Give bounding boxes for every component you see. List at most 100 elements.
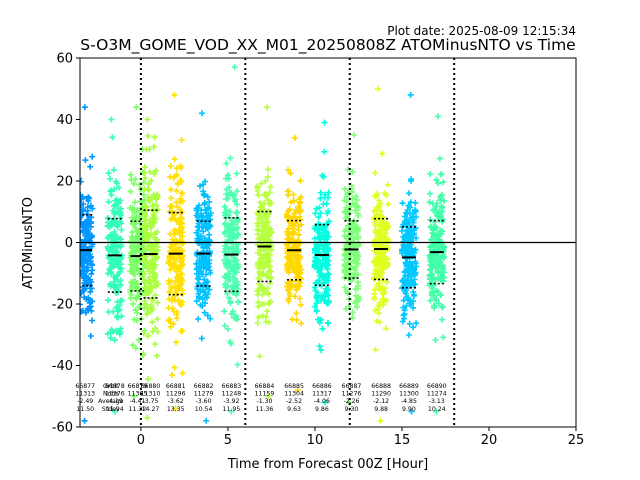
stat-nobs: 11313 bbox=[75, 391, 95, 398]
orbit-66886-markers bbox=[311, 119, 333, 406]
y-tick-label: -60 bbox=[52, 421, 73, 436]
x-tick-label: 15 bbox=[394, 433, 411, 448]
stat-row-label: Nobs bbox=[103, 391, 119, 398]
orbit-66880-markers bbox=[140, 116, 161, 421]
stat-stdev: 9.86 bbox=[315, 406, 329, 413]
stat-stdev: 9.63 bbox=[287, 406, 301, 413]
stat-nobs: 11159 bbox=[255, 391, 275, 398]
x-tick-label: 10 bbox=[307, 433, 324, 448]
stat-stdev: 10.54 bbox=[195, 406, 213, 413]
stat-orbit: 66890 bbox=[427, 383, 447, 390]
y-tick-label: 60 bbox=[56, 52, 73, 67]
stat-orbit: 66881 bbox=[166, 383, 186, 390]
orbit-66880-points bbox=[140, 116, 161, 421]
stat-orbit: 66877 bbox=[75, 383, 95, 390]
stat-nobs: 11376 bbox=[105, 391, 125, 398]
orbit-66889-points bbox=[398, 91, 420, 415]
orbit-66884-points bbox=[254, 104, 275, 400]
stat-stdev: 13.35 bbox=[167, 406, 185, 413]
stat-nobs: 11296 bbox=[166, 391, 186, 398]
y-tick-label: -40 bbox=[52, 359, 73, 374]
stat-stdev: 11.36 bbox=[256, 406, 274, 413]
orbit-66885-points bbox=[283, 134, 305, 394]
orbit-66879-markers bbox=[127, 104, 148, 400]
orbit-66879-points bbox=[127, 104, 148, 400]
stat-nobs: 11310 bbox=[141, 391, 161, 398]
stat-row-label: Orbit bbox=[103, 383, 119, 390]
x-tick-label: 5 bbox=[224, 433, 232, 448]
stat-stdev: 14.27 bbox=[142, 406, 160, 413]
stat-orbit: 66888 bbox=[371, 383, 391, 390]
y-tick-label: 20 bbox=[56, 175, 73, 190]
stat-mean: -4.41 bbox=[129, 398, 145, 405]
orbit-66890-points bbox=[426, 113, 447, 415]
stat-row-label: Average bbox=[98, 398, 124, 405]
stat-mean: -3.75 bbox=[142, 398, 158, 405]
stat-orbit: 66882 bbox=[194, 383, 214, 390]
stat-nobs: 11274 bbox=[427, 391, 447, 398]
stat-orbit: 66886 bbox=[312, 383, 332, 390]
stat-mean: -2.52 bbox=[286, 398, 302, 405]
chart-title: S-O3M_GOME_VOD_XX_M01_20250808Z ATOMinus… bbox=[80, 36, 575, 55]
stat-stdev: 9.88 bbox=[374, 406, 388, 413]
stat-orbit: 66879 bbox=[128, 383, 148, 390]
x-tick-label: 20 bbox=[481, 433, 498, 448]
stat-mean: -4.19 bbox=[107, 398, 123, 405]
stat-orbit: 66887 bbox=[342, 383, 362, 390]
orbit-66877-points bbox=[80, 104, 96, 424]
stat-stdev: 9.90 bbox=[402, 406, 416, 413]
y-axis-label: ATOMinusNTO bbox=[21, 197, 36, 289]
y-tick-label: 0 bbox=[65, 236, 73, 251]
stat-stdev: 11.50 bbox=[76, 406, 94, 413]
stat-mean: -4.85 bbox=[401, 398, 417, 405]
stat-nobs: 11304 bbox=[284, 391, 304, 398]
stat-stdev: 11.95 bbox=[223, 406, 241, 413]
stat-orbit: 66883 bbox=[222, 383, 242, 390]
stat-orbit: 66884 bbox=[255, 383, 275, 390]
orbit-66878-points bbox=[104, 116, 126, 415]
stat-stdev: 9.30 bbox=[345, 406, 359, 413]
stat-nobs: 11365 bbox=[128, 391, 148, 398]
stat-row-label: Stdev bbox=[102, 406, 120, 413]
orbit-66882-points bbox=[193, 110, 214, 424]
stat-nobs: 11279 bbox=[194, 391, 214, 398]
orbit-66888-markers bbox=[370, 85, 392, 424]
stat-mean: -2.49 bbox=[77, 398, 93, 405]
stat-orbit: 66878 bbox=[105, 383, 125, 390]
stat-nobs: 11290 bbox=[371, 391, 391, 398]
stat-nobs: 11248 bbox=[222, 391, 242, 398]
stat-orbit: 66889 bbox=[399, 383, 419, 390]
x-tick-label: 25 bbox=[568, 433, 585, 448]
orbit-66881-points bbox=[165, 91, 186, 412]
orbit-66881-markers bbox=[165, 91, 186, 412]
stat-stdev: 11.94 bbox=[106, 406, 124, 413]
orbit-66886-points bbox=[311, 119, 333, 406]
orbit-66882-markers bbox=[193, 110, 214, 424]
scatter-points bbox=[80, 64, 447, 424]
stat-nobs: 11276 bbox=[342, 391, 362, 398]
stat-nobs: 11317 bbox=[312, 391, 332, 398]
stat-nobs: 11300 bbox=[399, 391, 419, 398]
orbit-66889-markers bbox=[398, 91, 420, 415]
stat-mean: -3.60 bbox=[196, 398, 212, 405]
orbit-66884-markers bbox=[254, 104, 275, 400]
stat-mean: -3.13 bbox=[429, 398, 445, 405]
orbit-66885-markers bbox=[283, 134, 305, 394]
y-tick-label: -20 bbox=[52, 298, 73, 313]
x-tick-label: 0 bbox=[137, 433, 145, 448]
stat-mean: -3.62 bbox=[168, 398, 184, 405]
stat-orbit: 66880 bbox=[141, 383, 161, 390]
x-axis-label: Time from Forecast 00Z [Hour] bbox=[227, 457, 429, 472]
